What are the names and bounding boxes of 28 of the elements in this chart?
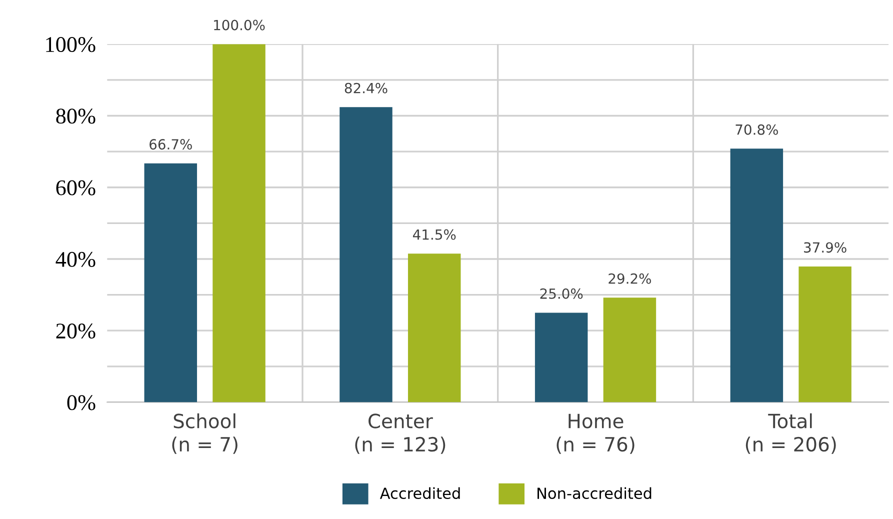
y-tick-label: 40% — [56, 252, 96, 267]
bar — [798, 266, 852, 402]
y-tick-label: 60% — [56, 180, 96, 196]
x-tick-label: School (n = 7) — [172, 413, 238, 454]
bar — [144, 163, 198, 402]
y-tick-label: 100% — [46, 37, 96, 52]
legend-label: Accredited — [380, 487, 460, 500]
x-tick-label: Total (n = 206) — [746, 413, 836, 454]
data-label: 82.4% — [344, 82, 388, 94]
x-tick-label: Center (n = 123) — [355, 414, 446, 454]
y-tick-label: 20% — [56, 324, 96, 339]
y-tick-label: 0% — [67, 395, 96, 410]
data-label: 29.2% — [608, 273, 651, 284]
bar — [408, 254, 461, 402]
data-label: 25.0% — [540, 288, 583, 299]
bar — [534, 312, 588, 402]
data-label: 66.7% — [150, 139, 192, 150]
data-label: 100.0% — [214, 20, 265, 30]
bar — [730, 148, 784, 402]
x-tick-label: Home (n = 76) — [556, 414, 634, 454]
bar — [212, 44, 266, 402]
data-label: 37.9% — [804, 242, 846, 253]
bar — [603, 298, 656, 402]
bar — [340, 107, 392, 402]
y-tick-label: 80% — [56, 108, 96, 124]
legend-label: Non-accredited — [538, 487, 652, 500]
data-label: 70.8% — [736, 124, 778, 135]
data-label: 41.5% — [412, 229, 456, 240]
